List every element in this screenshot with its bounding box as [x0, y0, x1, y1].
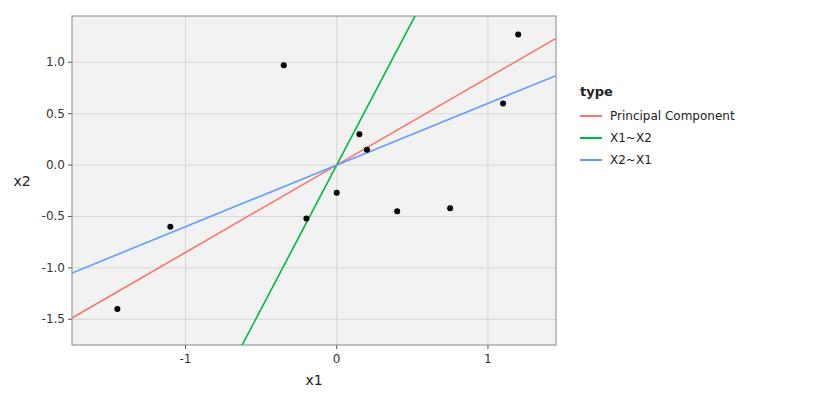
grid-line-x: [487, 16, 488, 345]
plot-background: [72, 16, 556, 345]
scatter-point: [515, 32, 521, 38]
plot-frame: [72, 16, 556, 345]
scatter-point: [500, 100, 506, 106]
tick-y: [68, 216, 72, 217]
scatter-point: [303, 216, 309, 222]
tick-label-x: -1: [179, 352, 191, 366]
grid-line-y: [72, 165, 556, 166]
grid-line-x: [336, 16, 337, 345]
tick-y: [68, 113, 72, 114]
tick-label-y: -0.5: [42, 209, 65, 223]
legend-swatch: [580, 115, 602, 117]
tick-label-x: 1: [484, 352, 492, 366]
tick-label-y: 1.0: [46, 55, 65, 69]
legend-label: X2~X1: [610, 153, 652, 167]
grid-line-y: [72, 113, 556, 114]
legend-swatch: [580, 137, 602, 139]
tick-x: [487, 345, 488, 349]
tick-label-y: -1.5: [42, 312, 65, 326]
y-axis-label: x2: [13, 173, 30, 189]
grid-line-y: [72, 319, 556, 320]
scatter-point: [167, 224, 173, 230]
grid-line-y: [72, 216, 556, 217]
legend-label: X1~X2: [610, 131, 652, 145]
grid-line-y: [72, 62, 556, 63]
tick-x: [336, 345, 337, 349]
fit-line: [72, 16, 556, 345]
scatter-point: [281, 62, 287, 68]
grid-line-x: [185, 16, 186, 345]
data-group: [72, 16, 556, 345]
fit-line: [72, 38, 556, 318]
grid-line-y: [72, 267, 556, 268]
tick-label-x: 0: [333, 352, 341, 366]
x-axis-label: x1: [305, 372, 322, 388]
tick-y: [68, 267, 72, 268]
legend-label: Principal Component: [610, 109, 735, 123]
tick-y: [68, 319, 72, 320]
tick-label-y: -1.0: [42, 261, 65, 275]
scatter-point: [447, 205, 453, 211]
chart-svg: -1 0 1 -1.5 -1.0 -0.5 0.0 0.5 1.0 x1 x2 type Princip…: [0, 0, 818, 405]
tick-label-y: 0.5: [46, 107, 65, 121]
legend-swatch: [580, 159, 602, 161]
tick-y: [68, 165, 72, 166]
tick-x: [185, 345, 186, 349]
scatter-point: [356, 131, 362, 137]
scatter-point: [334, 190, 340, 196]
axes: -1 0 1 -1.5 -1.0 -0.5 0.0 0.5 1.0: [42, 55, 492, 366]
tick-y: [68, 62, 72, 63]
grid: [72, 16, 556, 345]
fit-line: [72, 76, 556, 273]
chart-container: -1 0 1 -1.5 -1.0 -0.5 0.0 0.5 1.0 x1 x2 type Princip…: [0, 0, 818, 405]
scatter-point: [364, 147, 370, 153]
tick-label-y: 0.0: [46, 158, 65, 172]
scatter-point: [114, 306, 120, 312]
legend: type Principal Component X1~X2 X2~X1: [580, 84, 735, 167]
scatter-point: [394, 208, 400, 214]
legend-title: type: [580, 84, 613, 99]
